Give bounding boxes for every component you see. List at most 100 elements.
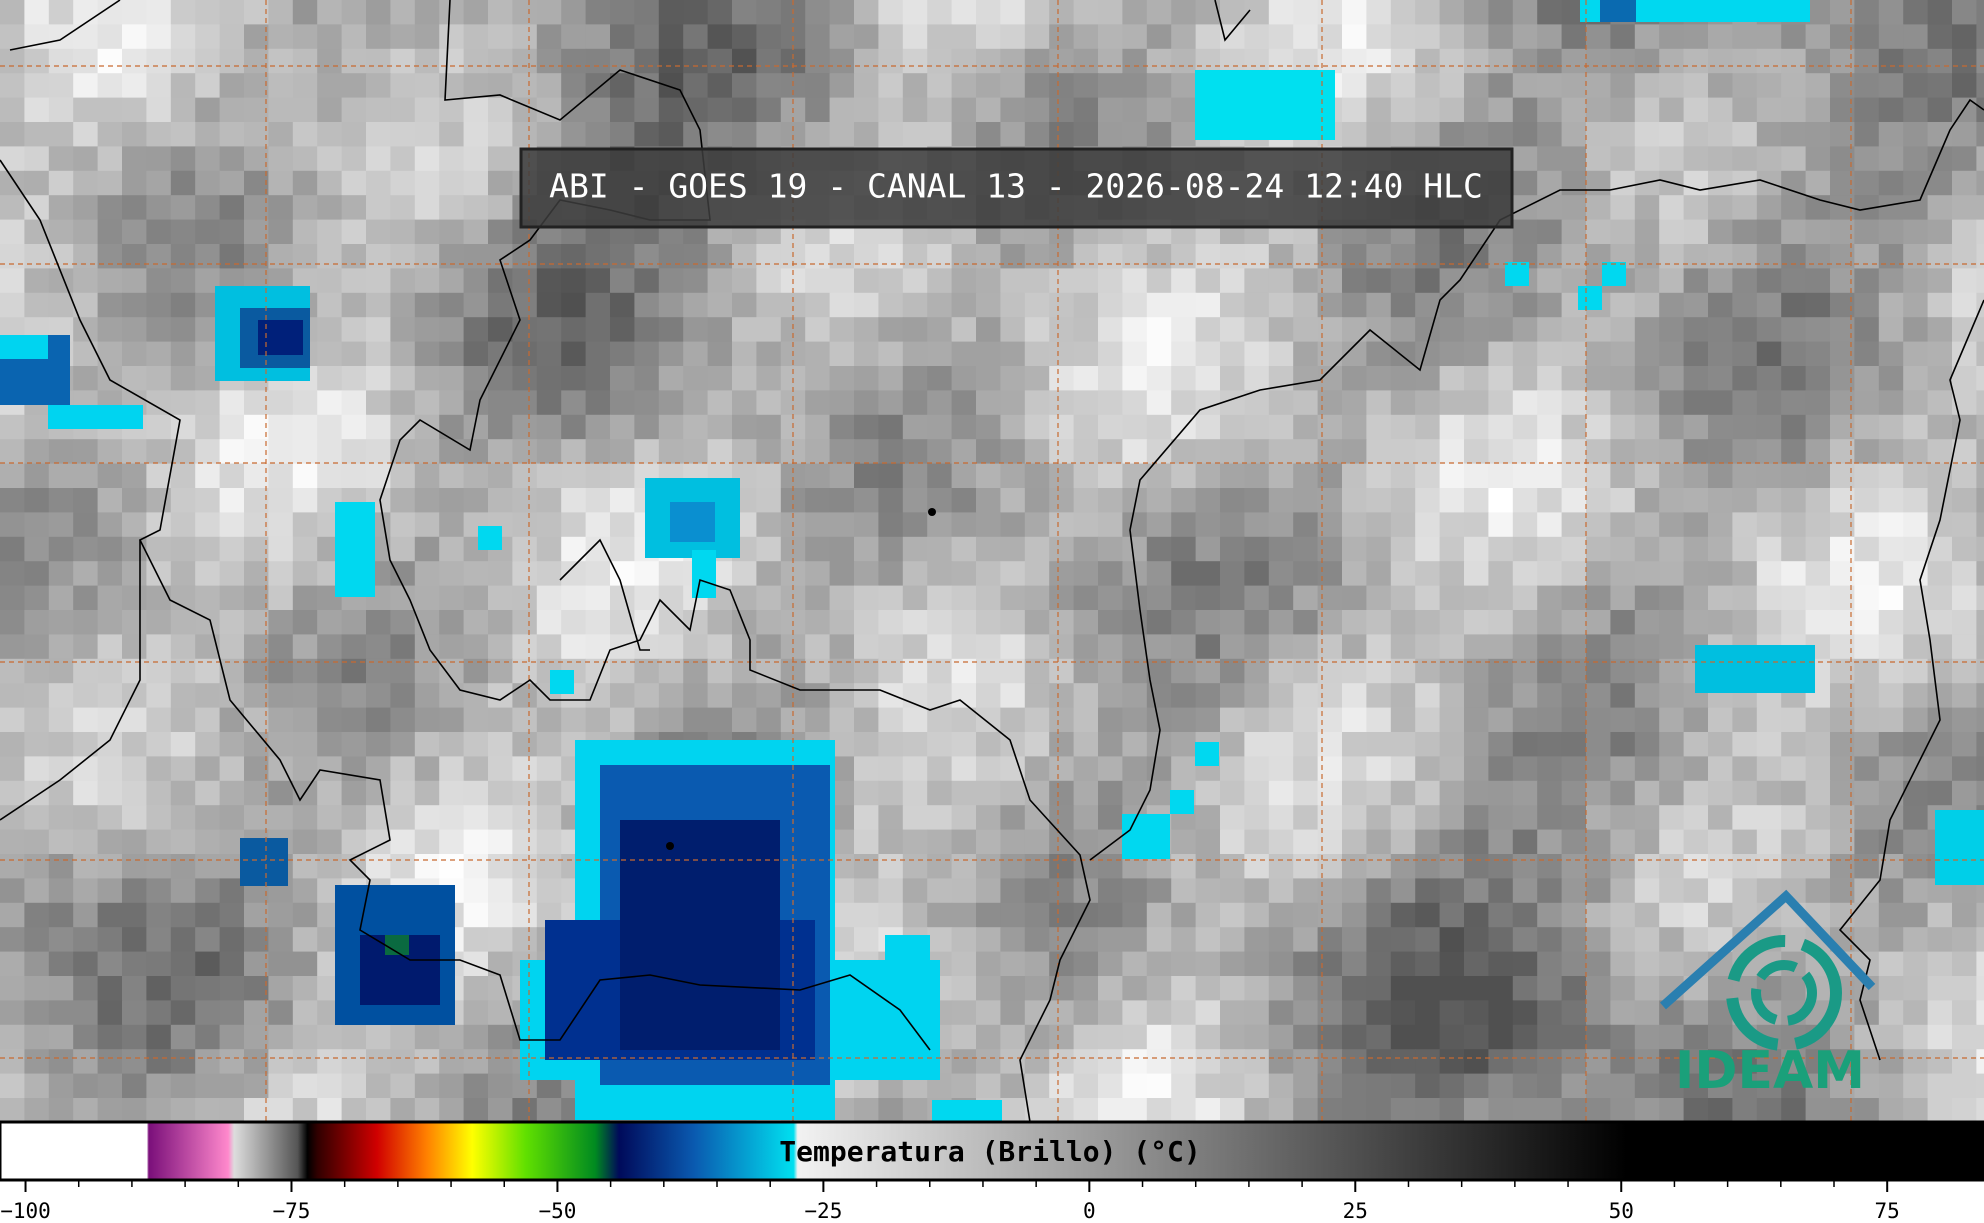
- pixel: [414, 1049, 440, 1075]
- pixel: [73, 1073, 99, 1099]
- pixel: [536, 24, 562, 50]
- pixel: [1293, 536, 1319, 562]
- pixel: [170, 0, 196, 25]
- pixel: [1342, 658, 1367, 684]
- pixel: [1390, 732, 1416, 757]
- pixel: [561, 317, 587, 343]
- pixel: [0, 268, 25, 294]
- pixel: [1171, 48, 1197, 74]
- pixel: [1366, 756, 1392, 782]
- pixel: [170, 707, 196, 733]
- pixel: [1195, 536, 1221, 562]
- pixel: [1512, 439, 1538, 465]
- pixel: [48, 24, 74, 50]
- pixel: [658, 658, 684, 684]
- pixel: [1854, 512, 1880, 538]
- pixel: [268, 97, 294, 123]
- pixel: [122, 341, 147, 367]
- pixel: [317, 1049, 343, 1075]
- pixel: [902, 292, 928, 318]
- pixel: [1878, 1073, 1904, 1099]
- pixel: [585, 122, 611, 147]
- pixel: [1512, 97, 1538, 123]
- pixel: [561, 122, 587, 147]
- pixel: [1781, 122, 1807, 147]
- pixel: [1634, 414, 1660, 440]
- pixel: [1146, 97, 1172, 123]
- pixel: [97, 512, 123, 538]
- pixel: [878, 268, 904, 294]
- pixel: [1561, 463, 1587, 489]
- pixel: [1586, 122, 1611, 147]
- cloud-patch: [932, 1100, 1002, 1122]
- pixel: [1659, 805, 1685, 831]
- pixel: [1634, 854, 1660, 879]
- pixel: [780, 292, 806, 318]
- pixel: [1683, 341, 1709, 367]
- pixel: [1610, 292, 1636, 318]
- pixel: [1317, 1098, 1343, 1123]
- pixel: [1366, 390, 1392, 416]
- pixel: [488, 48, 513, 74]
- pixel: [585, 97, 611, 123]
- pixel: [854, 610, 879, 635]
- pixel: [439, 244, 465, 269]
- pixel: [146, 585, 172, 611]
- pixel: [1854, 658, 1880, 684]
- pixel: [1464, 1000, 1489, 1026]
- pixel: [561, 463, 587, 489]
- pixel: [1171, 878, 1197, 904]
- pixel: [1195, 561, 1221, 587]
- pixel: [878, 1098, 904, 1123]
- pixel: [1049, 0, 1075, 25]
- pixel: [1024, 902, 1050, 928]
- pixel: [1659, 1024, 1685, 1050]
- cloud-patch: [1122, 814, 1170, 859]
- pixel: [1122, 536, 1148, 562]
- cloud-patch: [1935, 810, 1984, 885]
- pixel: [1366, 341, 1392, 367]
- pixel: [1903, 610, 1929, 635]
- pixel: [1854, 829, 1880, 855]
- pixel: [1805, 512, 1831, 538]
- pixel: [1073, 683, 1099, 709]
- pixel: [1439, 73, 1465, 99]
- pixel: [317, 341, 343, 367]
- pixel: [488, 658, 513, 684]
- pixel: [829, 366, 855, 391]
- pixel: [1537, 854, 1563, 879]
- pixel: [1732, 73, 1758, 99]
- pixel: [829, 683, 855, 709]
- pixel: [1146, 122, 1172, 147]
- pixel: [829, 244, 855, 269]
- pixel: [1537, 756, 1563, 782]
- pixel: [1927, 97, 1953, 123]
- pixel: [244, 1049, 269, 1075]
- pixel: [1952, 902, 1977, 928]
- pixel: [1049, 73, 1075, 99]
- pixel: [439, 48, 465, 74]
- pixel: [976, 0, 1001, 25]
- pixel: [0, 927, 25, 953]
- pixel: [1488, 707, 1514, 733]
- pixel: [1805, 414, 1831, 440]
- pixel: [488, 683, 513, 709]
- pixel: [732, 561, 757, 587]
- pixel: [1146, 1049, 1172, 1075]
- pixel: [732, 48, 757, 74]
- pixel: [488, 634, 513, 660]
- pixel: [366, 219, 391, 245]
- pixel: [1000, 122, 1026, 147]
- pixel: [902, 317, 928, 343]
- pixel: [1195, 878, 1221, 904]
- pixel: [0, 439, 25, 465]
- pixel: [1220, 927, 1245, 953]
- pixel: [976, 97, 1001, 123]
- pixel: [1659, 683, 1685, 709]
- pixel: [1415, 1049, 1441, 1075]
- pixel: [732, 73, 757, 99]
- pixel: [1586, 97, 1611, 123]
- pixel: [414, 292, 440, 318]
- pixel: [1512, 0, 1538, 25]
- pixel: [1024, 390, 1050, 416]
